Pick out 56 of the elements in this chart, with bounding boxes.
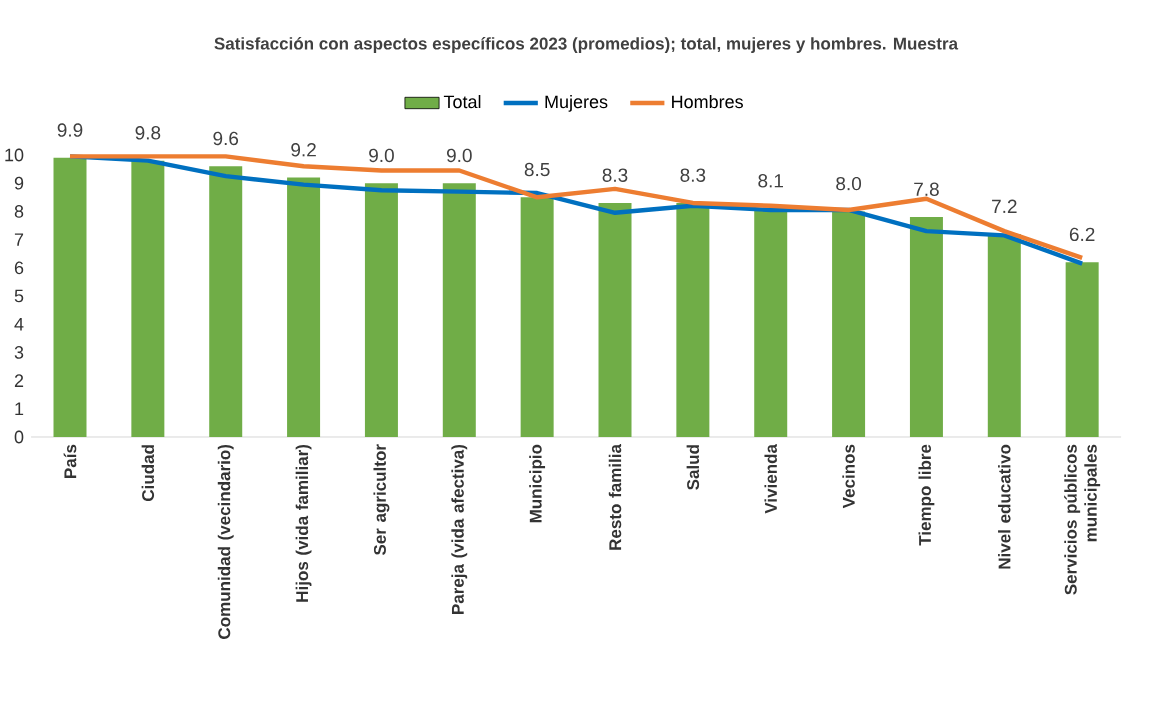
data-label: 8.1: [758, 174, 783, 188]
x-tick-label: Ser agricultor: [373, 444, 390, 556]
x-tick-label: Nivel educativo: [998, 444, 1011, 569]
y-tick-label: 3: [14, 346, 24, 359]
bar: [442, 183, 476, 437]
y-tick-label: 7: [14, 233, 24, 246]
data-label: 9.6: [213, 131, 239, 146]
x-tick-label: Salud: [686, 445, 700, 490]
legend-label: Total: [443, 94, 481, 109]
bar: [832, 211, 866, 437]
data-label: 8.5: [524, 162, 550, 177]
bar: [676, 202, 710, 437]
y-tick-label: 8: [14, 205, 24, 218]
y-tick-label: 0: [14, 430, 24, 444]
y-tick-label: 4: [14, 318, 24, 331]
data-label: 8.0: [836, 176, 862, 191]
x-tick-label: Hijos (vida familiar): [295, 444, 312, 602]
bar: [287, 177, 321, 437]
x-tick-label: Servicios públicos municipales: [1064, 444, 1101, 595]
data-label: 8.3: [602, 168, 628, 182]
x-tick-label: Ciudad: [141, 445, 155, 501]
bar: [754, 208, 788, 437]
y-tick-label: 1: [15, 402, 24, 415]
y-tick-label: 10: [5, 148, 24, 162]
bar: [53, 157, 87, 437]
bar: [364, 183, 398, 437]
data-label: 7.2: [992, 199, 1017, 213]
bar: [131, 160, 165, 437]
bar: [520, 197, 554, 437]
y-tick-label: 6: [14, 261, 24, 275]
y-tick-label: 5: [14, 289, 24, 303]
legend-label: Hombres: [672, 94, 743, 109]
data-label: 8.3: [680, 168, 706, 182]
data-label: 9.0: [446, 148, 472, 163]
bar: [598, 202, 632, 437]
x-tick-label: Pareja (vida afectiva): [451, 444, 468, 614]
data-label: 6.2: [1069, 227, 1095, 242]
x-tick-label: Resto familia: [608, 443, 622, 550]
x-tick-label: Vivienda: [764, 443, 777, 514]
x-tick-label: Tiempo libre: [918, 444, 935, 546]
data-label: 9.2: [291, 143, 316, 157]
data-label: 9.8: [135, 126, 161, 140]
x-tick-label: Comunidad (vecindario): [217, 444, 234, 639]
legend-label: Mujeres: [545, 94, 608, 112]
data-label: 7.8: [914, 182, 939, 196]
x-tick-label: País: [63, 444, 77, 478]
y-tick-label: 2: [14, 374, 24, 387]
y-tick-label: 9: [14, 176, 24, 190]
chart-title: Satisfacción con aspectos específicos 2023 (promedios); total, mujeres y hombres. Muestra: [214, 36, 959, 53]
data-label: 9.0: [369, 148, 394, 163]
x-tick-label: Vecinos: [842, 444, 855, 509]
x-tick-label: Municipio: [529, 444, 546, 523]
data-label: 9.9: [57, 123, 83, 137]
bar: [909, 217, 943, 437]
bar: [1065, 262, 1099, 437]
bar: [209, 166, 243, 437]
